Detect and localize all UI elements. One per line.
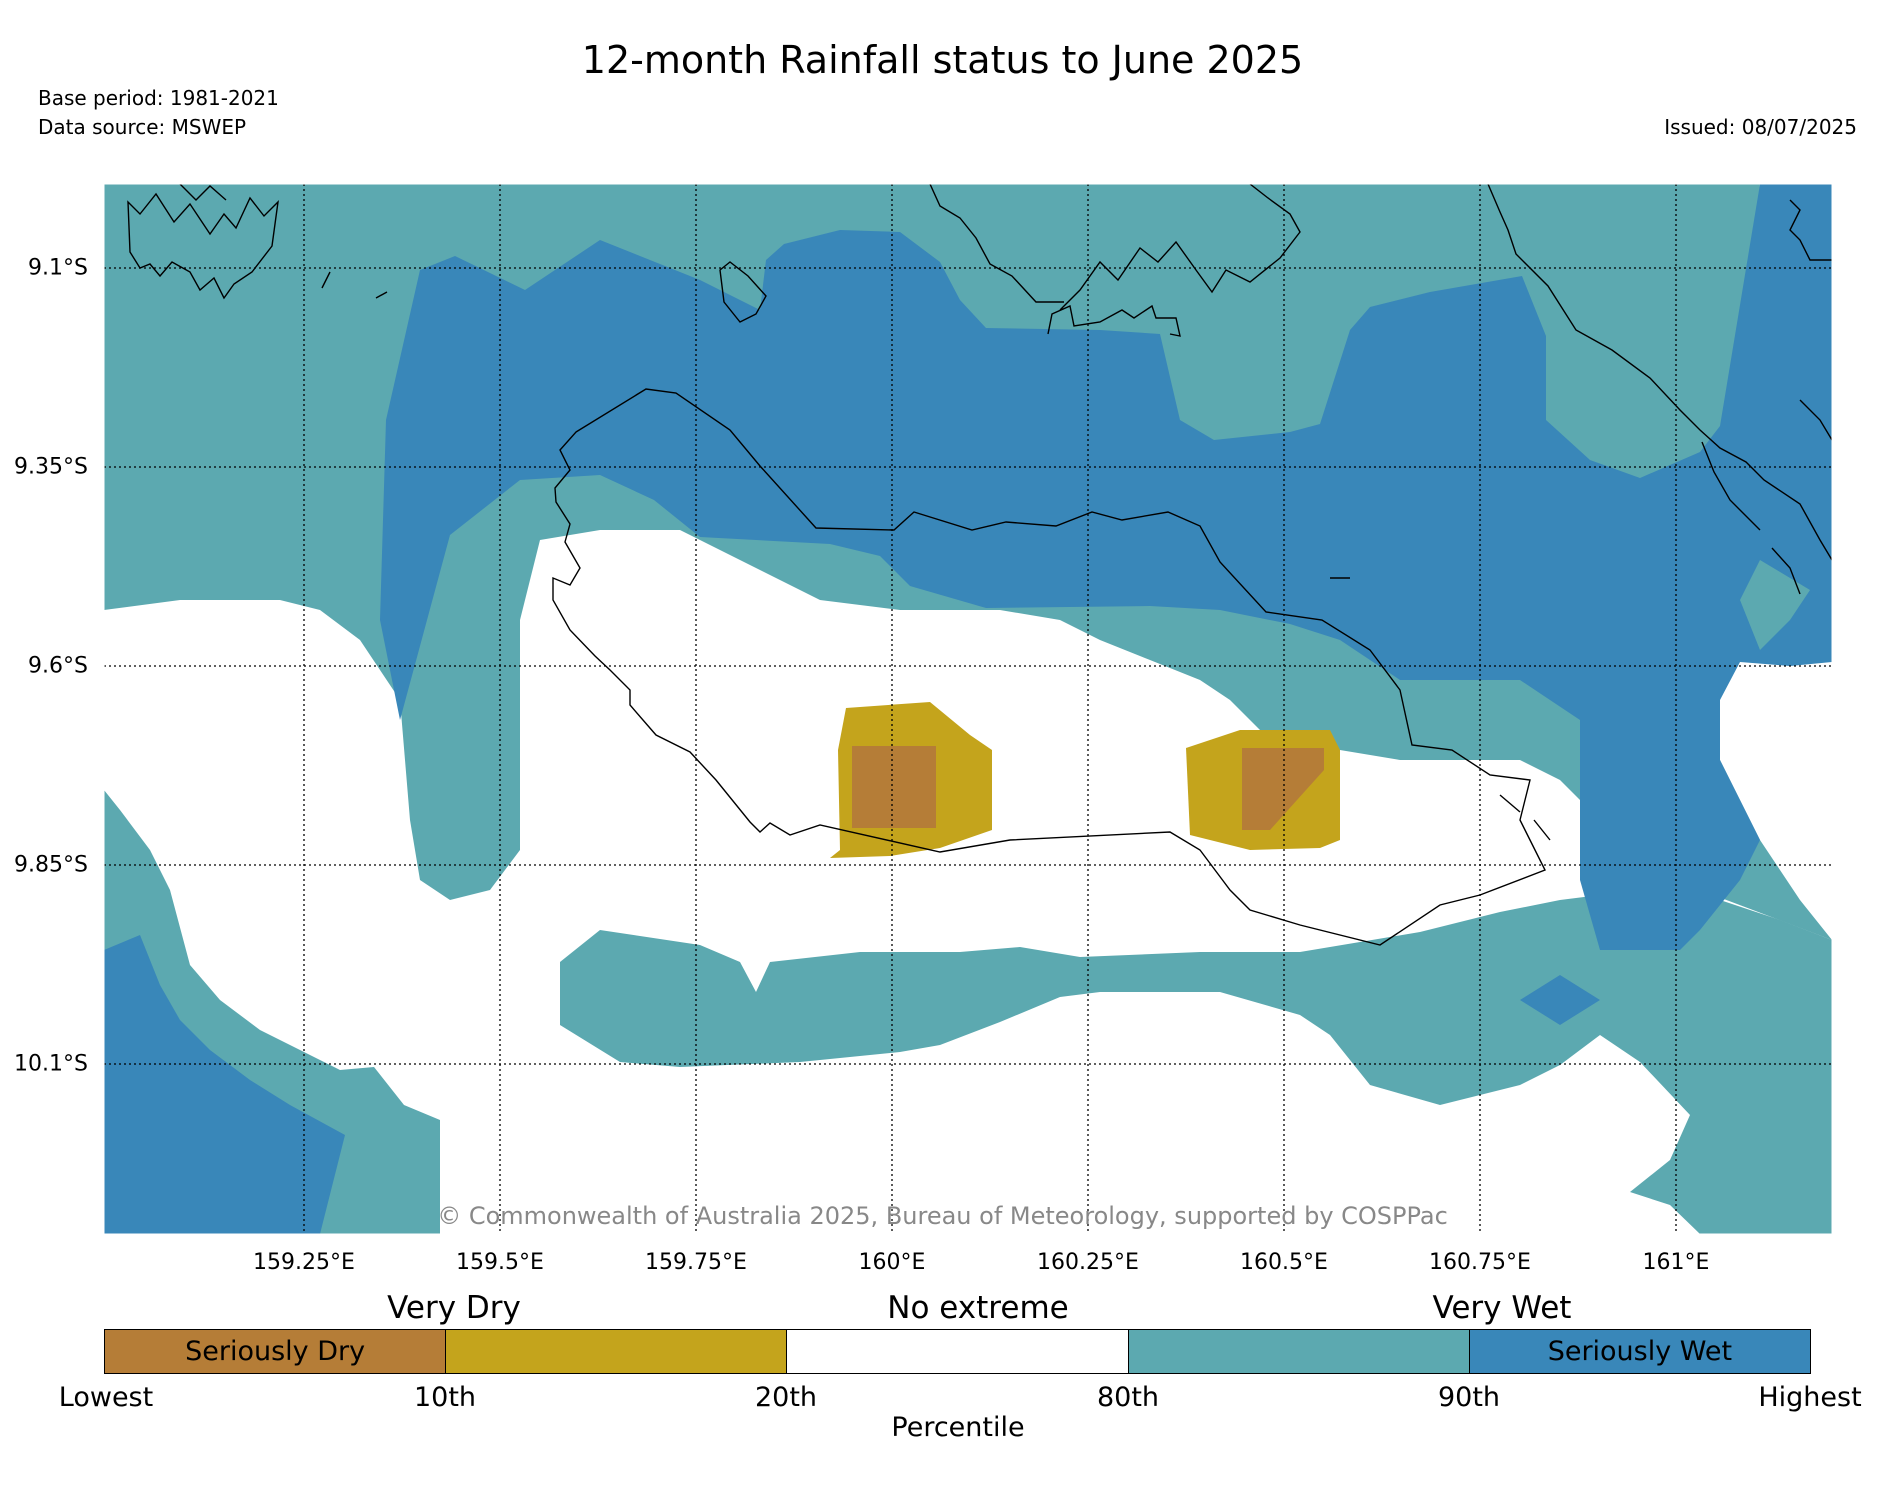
legend-cell-very-dry [446, 1330, 788, 1373]
lon-label-159-25: 159.25°E [253, 1250, 355, 1275]
page-title: 12-month Rainfall status to June 2025 [581, 38, 1304, 82]
legend-tick-80th: 80th [1096, 1382, 1160, 1413]
legend-group-very-wet: Very Wet [1432, 1290, 1572, 1326]
seriously-wet-spot-south [1520, 975, 1600, 1025]
data-source: Data source: MSWEP [38, 115, 247, 139]
santa-isabel-coastline [127, 184, 279, 300]
very-wet-region-south [560, 890, 1832, 1234]
small-islet-marks [321, 271, 1551, 841]
issued-date: Issued: 08/07/2025 [1664, 115, 1857, 139]
legend-tick-90th: 90th [1437, 1382, 1501, 1413]
malaita-coastline [1487, 184, 1832, 561]
guadalcanal-coastline [552, 388, 1546, 946]
legend-cell-no-extreme [787, 1330, 1129, 1373]
legend-group-very-dry: Very Dry [387, 1290, 521, 1326]
legend-tick-highest: Highest [1758, 1382, 1862, 1413]
seriously-wet-region-north [380, 184, 1832, 950]
nggela-coastline [719, 261, 767, 323]
lat-label-9-1: 9.1°S [28, 255, 88, 281]
east-islet-shapes [1701, 199, 1832, 595]
seriously-dry-region-east [1242, 748, 1324, 830]
lon-label-160-75: 160.75°E [1429, 1250, 1531, 1275]
florida-islands-coastline [929, 184, 1301, 337]
map-frame [103, 183, 1833, 1235]
legend-tick-20th: 20th [754, 1382, 818, 1413]
map-layers [104, 184, 1832, 1234]
lat-label-9-6: 9.6°S [28, 653, 88, 679]
seriously-dry-region-west [852, 746, 936, 828]
lon-label-159-75: 159.75°E [645, 1250, 747, 1275]
lat-label-9-85: 9.85°S [14, 852, 88, 878]
legend-axis-label: Percentile [891, 1412, 1025, 1443]
lon-label-160-5: 160.5°E [1240, 1250, 1328, 1275]
legend-group-no-extreme: No extreme [887, 1290, 1069, 1326]
legend-cell-seriously-wet: Seriously Wet [1469, 1330, 1811, 1373]
lat-label-10-1: 10.1°S [14, 1051, 88, 1077]
legend-cell-very-wet [1128, 1330, 1470, 1373]
very-wet-spot-east [1740, 560, 1810, 650]
lon-label-160: 160°E [858, 1250, 926, 1275]
legend-cell-seriously-dry: Seriously Dry [105, 1330, 447, 1373]
legend-colorbar: Seriously Dry Seriously Wet [104, 1329, 1811, 1374]
legend-tick-lowest: Lowest [58, 1382, 154, 1413]
lon-label-160-25: 160.25°E [1037, 1250, 1139, 1275]
seriously-wet-region-southwest [104, 935, 345, 1234]
lat-label-9-35: 9.35°S [14, 454, 88, 480]
copyright-notice: © Commonwealth of Australia 2025, Bureau… [437, 1202, 1448, 1230]
base-period: Base period: 1981-2021 [38, 86, 279, 110]
gridlines [104, 184, 1832, 1234]
lon-label-161: 161°E [1642, 1250, 1710, 1275]
lon-label-159-5: 159.5°E [456, 1250, 544, 1275]
coastlines [127, 184, 1832, 946]
legend-tick-10th: 10th [413, 1382, 477, 1413]
